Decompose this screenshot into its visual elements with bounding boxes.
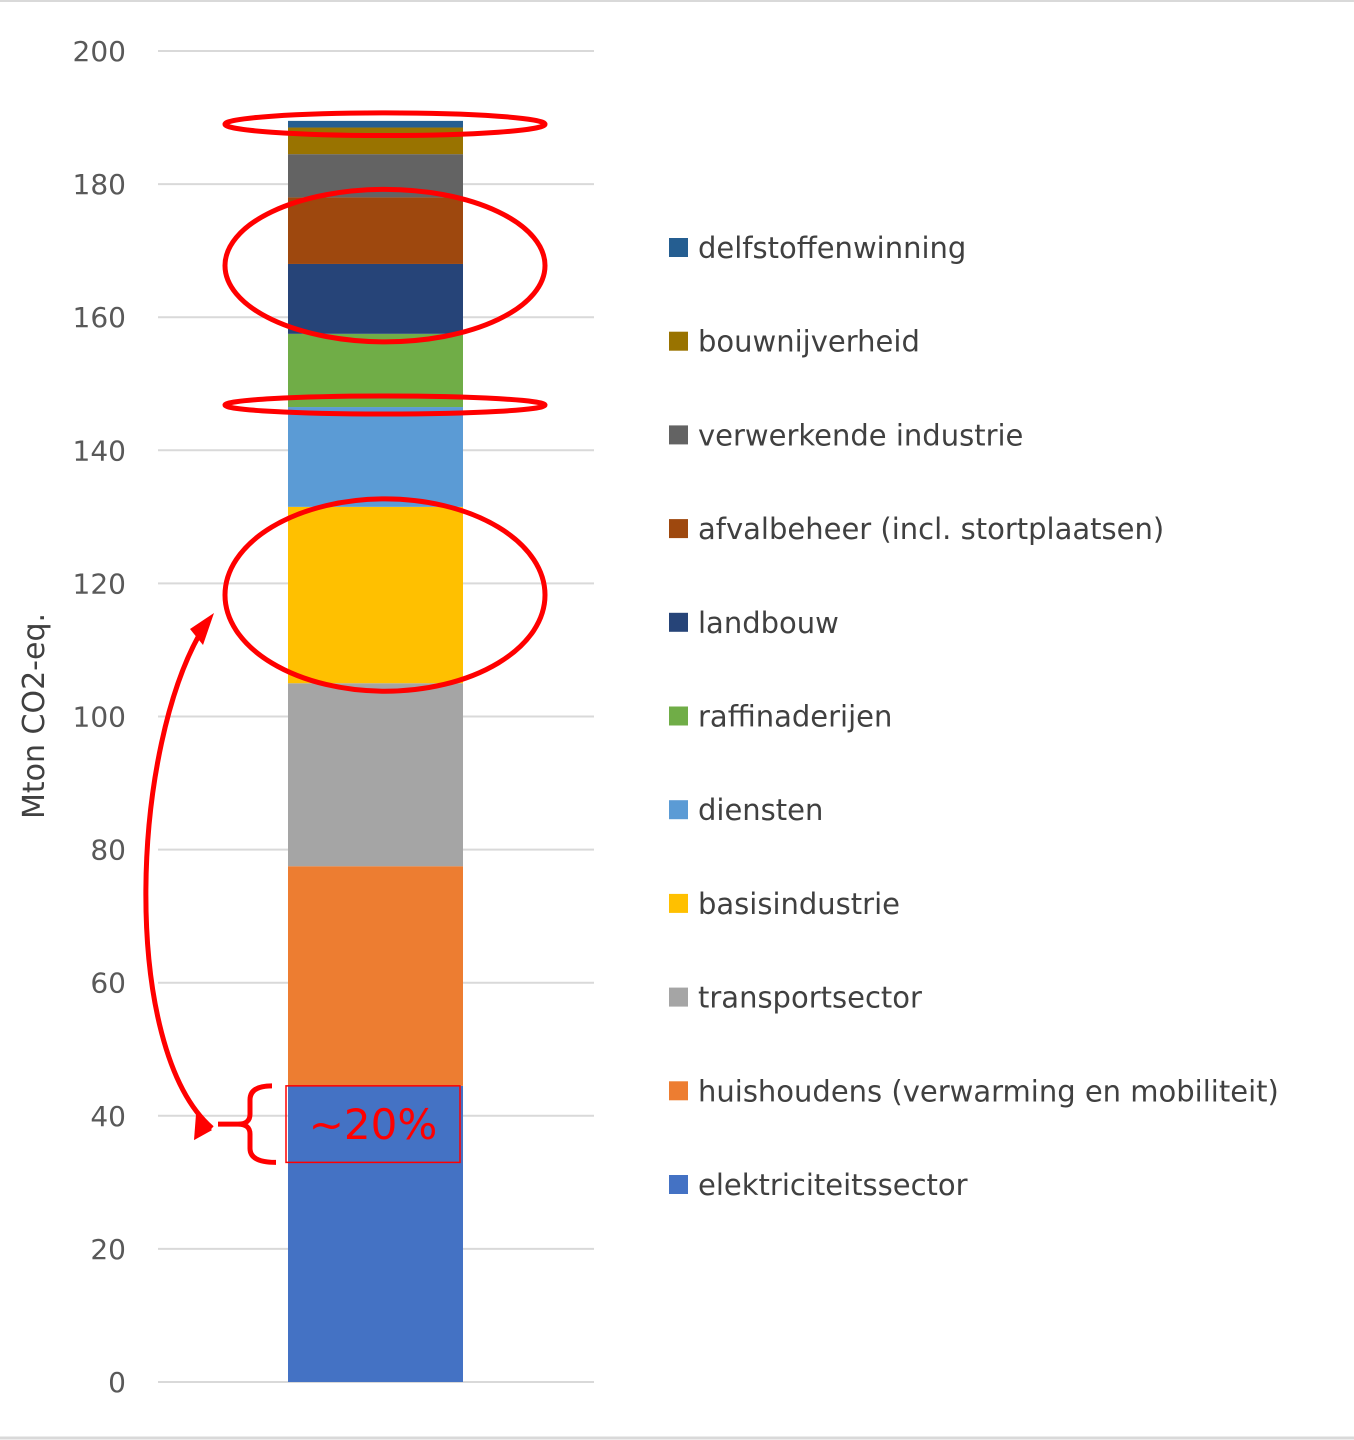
legend-label-huishoudens-verwarming-en-mobiliteit: huishoudens (verwarming en mobiliteit) bbox=[698, 1074, 1279, 1108]
annotation-box bbox=[285, 1085, 461, 1164]
legend-label-transportsector: transportsector bbox=[698, 981, 922, 1015]
legend-swatch-huishoudens-verwarming-en-mobiliteit bbox=[669, 1081, 688, 1101]
y-tick-label-60: 60 bbox=[90, 967, 126, 1000]
legend-swatch-bouwnijverheid bbox=[669, 331, 688, 351]
legend: delfstoffenwinning bouwnijverheid verwerke… bbox=[669, 231, 1279, 1202]
y-tick-label-200: 200 bbox=[73, 35, 126, 68]
annotation-arrowhead bbox=[190, 613, 214, 646]
highlight-ellipse-delfstoffenwinning bbox=[222, 110, 548, 139]
annotation-arrow bbox=[143, 623, 214, 1131]
bar-segment-huishoudens-verwarming-en-mobiliteit bbox=[288, 866, 463, 1086]
y-tick-label-180: 180 bbox=[73, 168, 126, 201]
legend-label-landbouw: landbouw bbox=[698, 606, 839, 640]
legend-swatch-basisindustrie bbox=[669, 893, 688, 913]
annotation-label: ~20% bbox=[309, 1100, 438, 1149]
y-tick-label-120: 120 bbox=[73, 567, 126, 600]
y-tick-label-80: 80 bbox=[90, 834, 126, 867]
bar-segment-elektriciteitssector bbox=[288, 1085, 463, 1382]
bar-segment-delfstoffenwinning bbox=[288, 120, 463, 128]
bar-segment-landbouw bbox=[288, 263, 463, 334]
bar-segment-transportsector bbox=[288, 683, 463, 867]
legend-label-verwerkende-industrie: verwerkende industrie bbox=[698, 418, 1023, 452]
legend-swatch-afvalbeheer-incl-stortplaatsen bbox=[669, 519, 688, 539]
bar-segment-afvalbeheer-incl-stortplaatsen bbox=[288, 197, 463, 264]
y-tick-label-140: 140 bbox=[73, 434, 126, 467]
annotation-arrow-tail bbox=[194, 1114, 212, 1141]
legend-swatch-diensten bbox=[669, 800, 688, 820]
legend-swatch-transportsector bbox=[669, 987, 688, 1007]
y-tick-label-0: 0 bbox=[108, 1366, 126, 1399]
legend-swatch-verwerkende-industrie bbox=[669, 425, 688, 445]
bar-segment-diensten bbox=[288, 407, 463, 507]
legend-label-bouwnijverheid: bouwnijverheid bbox=[698, 325, 920, 359]
legend-label-delfstoffenwinning: delfstoffenwinning bbox=[698, 231, 966, 265]
y-tick-label-40: 40 bbox=[90, 1100, 126, 1133]
legend-label-raffinaderijen: raffinaderijen bbox=[698, 700, 892, 734]
y-tick-label-160: 160 bbox=[73, 301, 126, 334]
legend-label-elektriciteitssector: elektriciteitssector bbox=[698, 1168, 968, 1202]
y-tick-label-20: 20 bbox=[90, 1233, 126, 1266]
y-axis-ticks: 0 20 40 60 80 100 120 140 160 180 200 bbox=[73, 35, 126, 1399]
bar-segment-bouwnijverheid bbox=[288, 127, 463, 155]
legend-swatch-raffinaderijen bbox=[669, 706, 688, 726]
highlight-ellipse-basisindustrie bbox=[222, 496, 548, 694]
highlight-ellipse-landbouw-afvalbeheer bbox=[222, 186, 548, 345]
legend-label-afvalbeheer-incl-stortplaatsen: afvalbeheer (incl. stortplaatsen) bbox=[698, 512, 1164, 546]
y-tick-label-100: 100 bbox=[73, 701, 126, 734]
legend-label-basisindustrie: basisindustrie bbox=[698, 887, 900, 921]
y-axis-label: Mton CO2-eq. bbox=[17, 613, 52, 819]
legend-swatch-elektriciteitssector bbox=[669, 1175, 688, 1194]
legend-label-diensten: diensten bbox=[698, 793, 823, 827]
legend-swatch-delfstoffenwinning bbox=[669, 238, 688, 257]
highlight-ellipse-raffinaderijen bbox=[222, 393, 548, 417]
bar-segment-basisindustrie bbox=[288, 506, 463, 684]
legend-swatch-landbouw bbox=[669, 612, 688, 632]
annotations: ~20% bbox=[143, 110, 548, 1165]
bar-segments bbox=[288, 120, 463, 1382]
